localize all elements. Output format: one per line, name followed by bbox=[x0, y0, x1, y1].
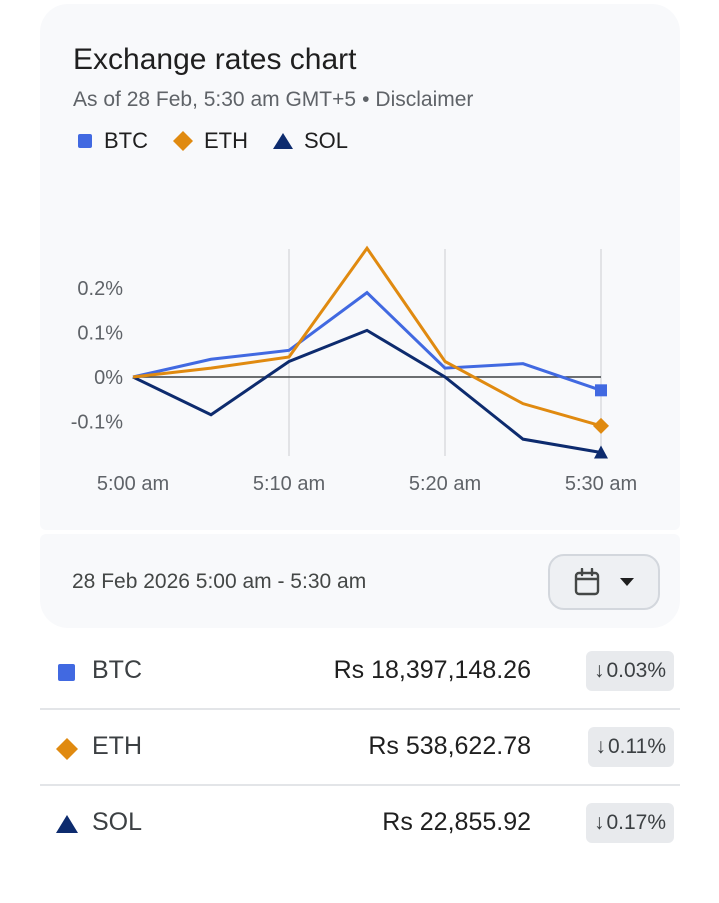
change-badge: ↓ 0.11% bbox=[587, 727, 674, 767]
rate-row-eth[interactable]: ETH Rs 538,622.78 ↓ 0.11% bbox=[40, 710, 680, 786]
legend-item-sol: SOL bbox=[272, 128, 348, 154]
end-point-btc bbox=[595, 384, 607, 397]
legend-label: SOL bbox=[304, 128, 349, 153]
change-badge: ↓ 0.03% bbox=[585, 651, 674, 691]
date-range-text: 28 Feb 2026 5:00 am - 5:30 am bbox=[72, 570, 367, 593]
y-tick-label: 0% bbox=[94, 367, 123, 389]
down-arrow-icon: ↓ bbox=[593, 659, 605, 682]
x-tick-label: 5:20 am bbox=[409, 473, 481, 495]
separator-dot: • bbox=[362, 88, 370, 111]
x-tick-label: 5:10 am bbox=[253, 473, 325, 495]
square-marker-icon bbox=[58, 664, 75, 681]
series-line-eth bbox=[132, 245, 602, 428]
series-line-sol bbox=[132, 328, 602, 454]
x-tick-label: 5:30 am bbox=[565, 473, 637, 495]
rate-row-sol[interactable]: SOL Rs 22,855.92 ↓ 0.17% bbox=[40, 786, 680, 862]
y-tick-label: 0.1% bbox=[77, 323, 123, 345]
currency-price: Rs 18,397,148.26 bbox=[333, 656, 531, 684]
series-line-btc bbox=[132, 290, 602, 392]
rate-row-btc[interactable]: BTC Rs 18,397,148.26 ↓ 0.03% bbox=[40, 634, 680, 710]
diamond-marker-icon bbox=[173, 131, 193, 151]
currency-name: SOL bbox=[92, 808, 143, 836]
change-value: 0.11% bbox=[608, 735, 666, 758]
change-badge: ↓ 0.17% bbox=[585, 803, 674, 843]
currency-price: Rs 538,622.78 bbox=[368, 732, 531, 760]
change-value: 0.03% bbox=[606, 659, 666, 682]
legend-item-btc: BTC bbox=[76, 128, 148, 154]
end-point-eth bbox=[593, 417, 609, 434]
triangle-marker-icon bbox=[273, 133, 293, 149]
y-tick-label: -0.1% bbox=[71, 411, 123, 433]
as-of-text: As of 28 Feb, 5:30 am GMT+5 bbox=[73, 88, 357, 111]
disclaimer-link[interactable]: Disclaimer bbox=[375, 88, 474, 111]
chart-title: Exchange rates chart bbox=[73, 43, 357, 76]
diamond-marker-icon bbox=[56, 738, 78, 760]
legend-label: ETH bbox=[204, 128, 248, 153]
end-point-sol bbox=[594, 445, 608, 459]
calendar-icon bbox=[574, 568, 600, 596]
chart-subtitle: As of 28 Feb, 5:30 am GMT+5 • Disclaimer bbox=[73, 88, 473, 112]
dropdown-arrow-icon bbox=[620, 578, 634, 586]
square-marker-icon bbox=[78, 134, 92, 148]
line-chart[interactable]: 0.2% 0.1% 0% -0.1% 5:00 am 5:10 am 5:20 am 5:30… bbox=[40, 4, 680, 530]
chart-legend: BTC ETH SOL bbox=[76, 128, 348, 154]
down-arrow-icon: ↓ bbox=[595, 735, 607, 758]
legend-label: BTC bbox=[104, 128, 148, 153]
exchange-rates-card: Exchange rates chart As of 28 Feb, 5:30 … bbox=[40, 4, 680, 530]
change-value: 0.17% bbox=[606, 811, 666, 834]
triangle-marker-icon bbox=[56, 815, 78, 833]
currency-price: Rs 22,855.92 bbox=[382, 808, 531, 836]
down-arrow-icon: ↓ bbox=[593, 811, 605, 834]
rates-list: BTC Rs 18,397,148.26 ↓ 0.03% ETH Rs 538,6… bbox=[40, 634, 680, 862]
currency-name: BTC bbox=[92, 656, 142, 684]
currency-name: ETH bbox=[92, 732, 142, 760]
x-tick-label: 5:00 am bbox=[97, 473, 169, 495]
date-range-bar: 28 Feb 2026 5:00 am - 5:30 am bbox=[40, 534, 680, 628]
y-tick-label: 0.2% bbox=[77, 278, 123, 300]
legend-item-eth: ETH bbox=[172, 128, 248, 154]
date-picker-button[interactable] bbox=[548, 554, 660, 610]
